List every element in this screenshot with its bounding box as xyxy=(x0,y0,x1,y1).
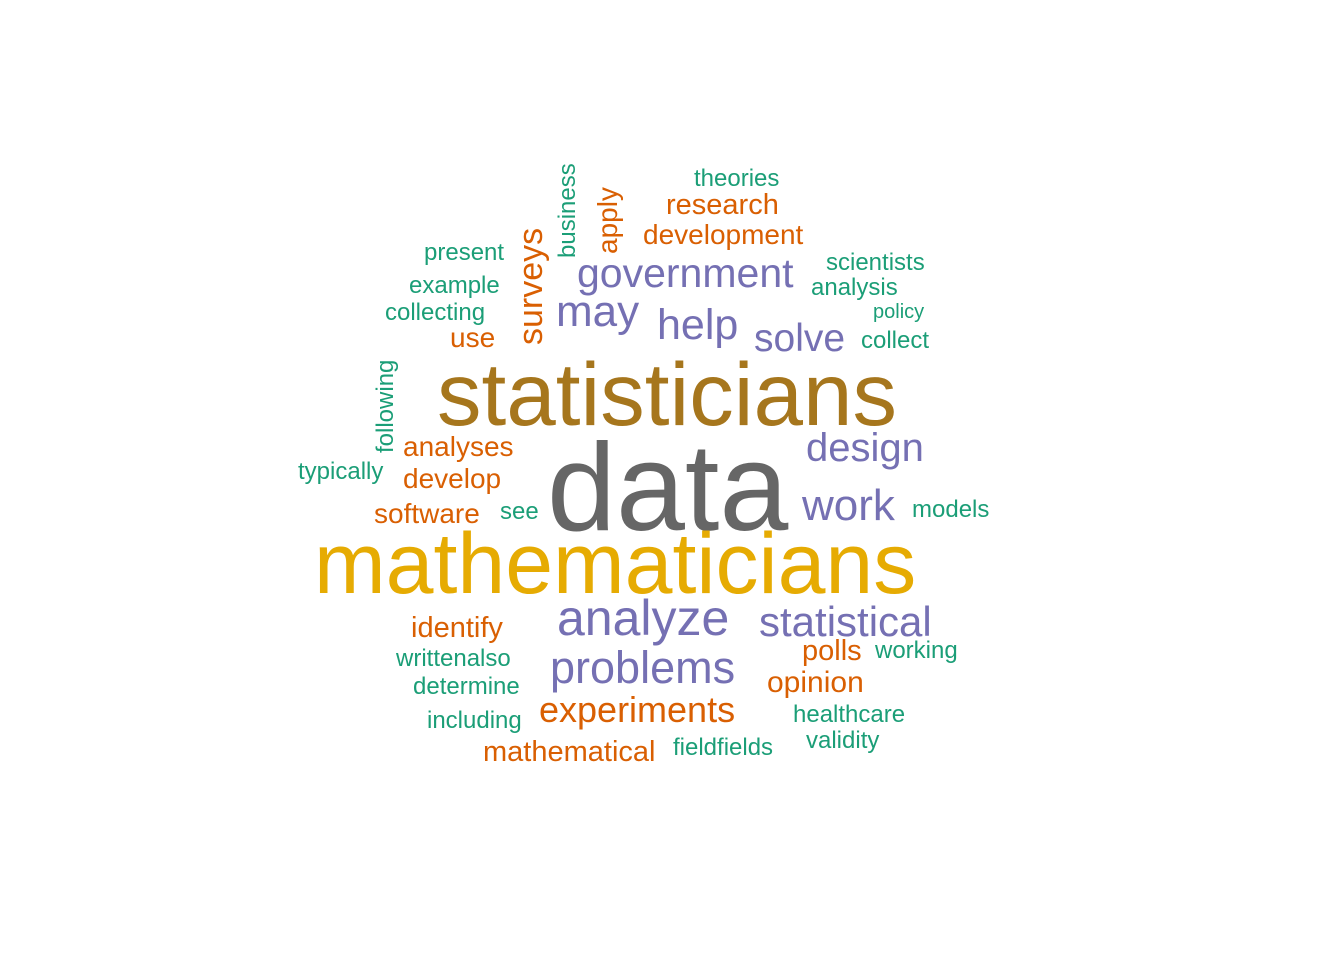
word-typically: typically xyxy=(298,458,384,485)
word-government: government xyxy=(577,250,794,296)
word-collecting: collecting xyxy=(385,299,486,326)
word-opinion: opinion xyxy=(767,666,864,699)
word-analyses: analyses xyxy=(403,431,514,462)
word-analyze: analyze xyxy=(557,590,730,646)
word-design: design xyxy=(806,426,924,470)
word-problems: problems xyxy=(550,642,736,693)
word-present: present xyxy=(424,239,505,266)
word-business: business xyxy=(554,163,581,258)
word-help: help xyxy=(657,301,739,349)
word-develop: develop xyxy=(403,463,502,494)
word-collect: collect xyxy=(861,327,930,354)
word-following: following xyxy=(372,359,399,453)
word-mathematicians: mathematicians xyxy=(314,516,917,612)
word-may: may xyxy=(556,287,640,336)
word-solve: solve xyxy=(754,317,846,360)
word-theories: theories xyxy=(694,165,780,192)
word-policy: policy xyxy=(873,301,925,323)
word-statistical: statistical xyxy=(759,598,932,645)
word-writtenalso: writtenalso xyxy=(396,645,511,672)
word-including: including xyxy=(427,707,522,734)
word-experiments: experiments xyxy=(539,689,736,730)
word-healthcare: healthcare xyxy=(793,701,906,728)
word-apply: apply xyxy=(592,187,623,254)
word-scientists: scientists xyxy=(826,249,925,276)
word-working: working xyxy=(875,637,958,664)
word-see: see xyxy=(500,498,539,525)
word-work: work xyxy=(802,481,895,530)
word-analysis: analysis xyxy=(811,274,898,301)
word-determine: determine xyxy=(413,673,520,700)
word-software: software xyxy=(374,498,480,529)
word-polls: polls xyxy=(802,635,862,667)
word-identify: identify xyxy=(411,612,503,644)
word-validity: validity xyxy=(806,727,880,754)
word-models: models xyxy=(912,496,990,523)
word-mathematical: mathematical xyxy=(483,736,656,768)
word-research: research xyxy=(666,189,779,221)
word-use: use xyxy=(450,322,496,353)
word-development: development xyxy=(643,219,804,250)
word-statisticians: statisticians xyxy=(437,344,897,444)
word-example: example xyxy=(409,272,500,299)
word-surveys: surveys xyxy=(512,227,550,345)
word-fieldfields: fieldfields xyxy=(673,734,774,761)
word-data: data xyxy=(547,419,789,557)
